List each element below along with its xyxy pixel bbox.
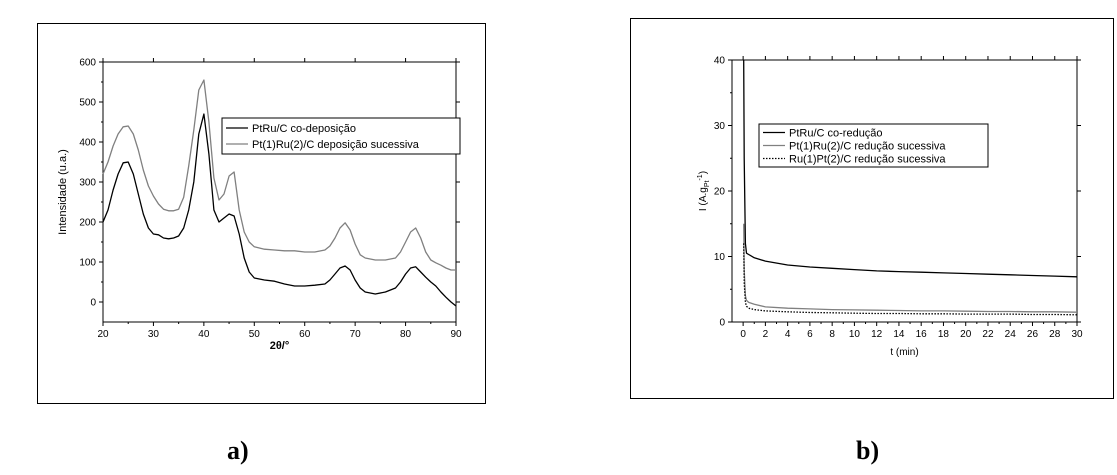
chart-panel-b [630, 18, 1114, 399]
x-tick-label: 4 [785, 329, 791, 340]
panel-label-b: b) [856, 436, 880, 465]
y-axis-label-superscript: -1 [697, 174, 704, 180]
x-tick-label: 22 [982, 329, 994, 340]
legend-label-1: PtRu/C co-deposição [252, 123, 356, 135]
series-line-1 [743, 59, 1078, 278]
series-line-3 [743, 243, 1078, 316]
x-tick-label: 60 [299, 329, 311, 340]
x-tick-label: 2 [763, 329, 769, 340]
x-tick-label: 26 [1027, 329, 1039, 340]
x-tick-label: 8 [829, 329, 835, 340]
x-tick-label: 50 [249, 329, 261, 340]
x-axis-label: 2θ/° [270, 340, 290, 352]
y-tick-label: 0 [719, 318, 725, 329]
x-tick-label: 24 [1005, 329, 1017, 340]
panel-label-a: a) [227, 436, 249, 465]
x-tick-label: 6 [807, 329, 813, 340]
plot-area-frame [731, 59, 1078, 323]
legend-label-1: PtRu/C co-redução [789, 128, 883, 140]
y-tick-label: 600 [79, 58, 96, 69]
x-tick-label: 40 [198, 329, 210, 340]
y-tick-label: 400 [79, 138, 96, 149]
x-tick-label: 0 [740, 329, 746, 340]
y-axis-label-subscript: Pt [704, 180, 711, 187]
x-tick-label: 20 [97, 329, 109, 340]
legend-box [758, 123, 989, 168]
series-line-1 [102, 113, 457, 307]
x-tick-label: 18 [938, 329, 950, 340]
y-tick-label: 500 [79, 98, 96, 109]
y-axis-label: I (A.gPt-1) [697, 171, 711, 211]
x-tick-label: 30 [148, 329, 160, 340]
y-tick-label: 40 [714, 56, 726, 67]
y-tick-label: 10 [714, 252, 726, 263]
legend-label-2: Pt(1)Ru(2)/C redução sucessiva [789, 141, 946, 153]
y-tick-label: 200 [79, 218, 96, 229]
x-tick-label: 16 [916, 329, 928, 340]
chart-panel-a [37, 23, 486, 404]
x-tick-label: 10 [849, 329, 861, 340]
x-tick-label: 70 [350, 329, 362, 340]
y-tick-label: 0 [90, 298, 96, 309]
chart-a: 20 30 40 50 60 70 80 90 0 100 200 300 400 500 600 2θ/° I… [57, 58, 462, 353]
series-line-2 [743, 223, 1078, 313]
legend-label-3: Ru(1)Pt(2)/C redução sucessiva [789, 154, 946, 166]
y-axis-label-main: I (A.g [698, 187, 709, 211]
x-tick-label: 80 [400, 329, 412, 340]
y-tick-label: 300 [79, 178, 96, 189]
x-tick-label: 90 [450, 329, 462, 340]
x-tick-label: 20 [960, 329, 972, 340]
x-tick-label: 30 [1071, 329, 1083, 340]
legend-box [221, 117, 461, 155]
y-axis-label-close: ) [698, 171, 709, 174]
series-line-2 [102, 79, 456, 271]
y-axis-label: Intensidade (u.a.) [57, 149, 69, 235]
x-tick-label: 12 [871, 329, 883, 340]
x-tick-label: 14 [893, 329, 905, 340]
x-axis-label: t (min) [890, 347, 918, 358]
legend-label-2: Pt(1)Ru(2)/C deposição sucessiva [252, 139, 420, 151]
y-tick-label: 20 [714, 187, 726, 198]
y-tick-label: 100 [79, 258, 96, 269]
x-tick-label: 28 [1049, 329, 1061, 340]
y-tick-label: 30 [714, 121, 726, 132]
